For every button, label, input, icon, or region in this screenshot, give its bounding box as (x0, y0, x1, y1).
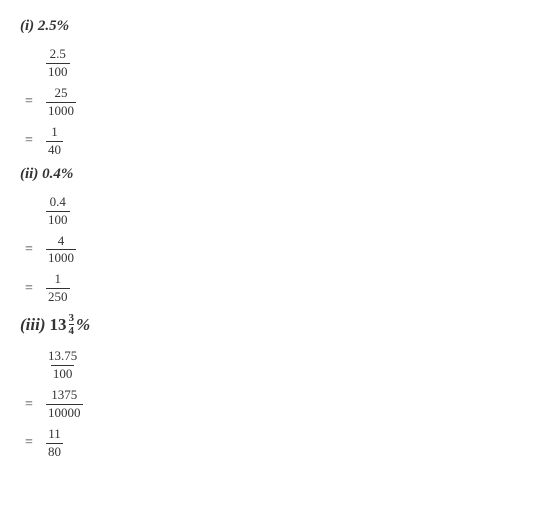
fraction: 11 80 (46, 427, 63, 460)
denominator: 100 (51, 365, 75, 382)
section-i-step-1: = 25 1000 (20, 86, 528, 119)
fraction: 13.75 100 (46, 349, 79, 382)
numerator: 0.4 (48, 195, 68, 211)
numerator: 11 (46, 427, 63, 443)
numerator: 1 (53, 272, 64, 288)
section-i-heading: (i) 2.5% (20, 18, 528, 35)
section-iii-heading: (iii) 13 3 4 % (20, 313, 528, 337)
fraction: 4 1000 (46, 234, 76, 267)
section-ii-step-0: = 0.4 100 (20, 195, 528, 228)
section-ii-percent: 0.4% (42, 166, 73, 182)
section-i-step-2: = 1 40 (20, 125, 528, 158)
eq-sign: = (20, 281, 38, 297)
mixed-whole: 13 (50, 315, 67, 335)
section-i-prefix: (i) (20, 18, 38, 34)
denominator: 80 (46, 443, 63, 460)
section-iii-step-2: = 11 80 (20, 427, 528, 460)
eq-sign: = (20, 242, 38, 258)
section-ii-heading: (ii) 0.4% (20, 166, 528, 183)
denominator: 100 (46, 211, 70, 228)
mixed-number: 13 3 4 (50, 313, 75, 337)
denominator: 1000 (46, 102, 76, 119)
denominator: 40 (46, 141, 63, 158)
section-i-steps: = 2.5 100 = 25 1000 = 1 40 (20, 47, 528, 158)
mixed-fraction: 3 4 (69, 313, 75, 337)
numerator: 4 (56, 234, 67, 250)
fraction: 2.5 100 (46, 47, 70, 80)
section-i-step-0: = 2.5 100 (20, 47, 528, 80)
numerator: 13.75 (46, 349, 79, 365)
eq-sign: = (20, 94, 38, 110)
percent-sign: % (76, 315, 90, 335)
denominator: 250 (46, 288, 70, 305)
numerator: 25 (53, 86, 70, 102)
fraction: 1 40 (46, 125, 63, 158)
fraction: 1375 10000 (46, 388, 83, 421)
fraction: 0.4 100 (46, 195, 70, 228)
eq-sign: = (20, 435, 38, 451)
section-iii-step-0: = 13.75 100 (20, 349, 528, 382)
mixed-num: 3 (69, 313, 75, 324)
section-iii-step-1: = 1375 10000 (20, 388, 528, 421)
section-ii-prefix: (ii) (20, 166, 42, 182)
section-ii-step-1: = 4 1000 (20, 234, 528, 267)
numerator: 1375 (49, 388, 79, 404)
numerator: 2.5 (48, 47, 68, 63)
section-iii-steps: = 13.75 100 = 1375 10000 = 11 80 (20, 349, 528, 460)
denominator: 10000 (46, 404, 83, 421)
mixed-den: 4 (69, 324, 75, 337)
section-ii-steps: = 0.4 100 = 4 1000 = 1 250 (20, 195, 528, 306)
fraction: 25 1000 (46, 86, 76, 119)
section-i-percent: 2.5% (38, 18, 69, 34)
section-iii-prefix: (iii) (20, 315, 46, 335)
denominator: 1000 (46, 249, 76, 266)
fraction: 1 250 (46, 272, 70, 305)
eq-sign: = (20, 397, 38, 413)
numerator: 1 (49, 125, 60, 141)
eq-sign: = (20, 133, 38, 149)
denominator: 100 (46, 63, 70, 80)
section-ii-step-2: = 1 250 (20, 272, 528, 305)
